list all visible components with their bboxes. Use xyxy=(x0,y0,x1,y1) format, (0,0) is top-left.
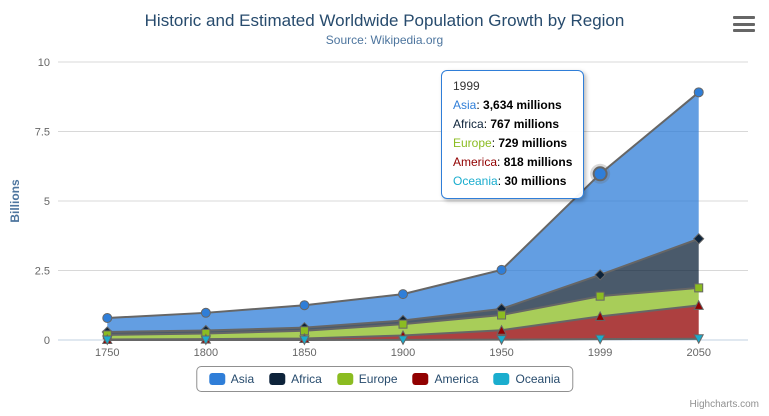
marker-oceania-1850[interactable] xyxy=(299,335,310,346)
marker-europe-2050[interactable] xyxy=(694,283,704,293)
legend-item-america[interactable]: America xyxy=(412,372,479,386)
marker-asia-1850[interactable] xyxy=(299,300,310,311)
tooltip-series-value: 729 millions xyxy=(498,136,568,150)
y-axis-tick-label: 2.5 xyxy=(35,266,50,278)
legend-item-label: Asia xyxy=(230,372,255,386)
marker-america-1999[interactable] xyxy=(594,310,606,321)
marker-asia-1950[interactable] xyxy=(496,264,507,275)
legend-item-label: Oceania xyxy=(515,372,561,386)
tooltip-series-value: 3,634 millions xyxy=(483,98,562,112)
marker-asia-1750[interactable] xyxy=(102,313,113,324)
area-america[interactable] xyxy=(107,305,699,340)
legend-swatch-africa xyxy=(269,373,286,385)
x-axis-tick-label: 1999 xyxy=(588,347,612,359)
marker-oceania-1900[interactable] xyxy=(397,335,409,346)
tooltip-series-value: 30 millions xyxy=(504,174,567,188)
chart-title: Historic and Estimated Worldwide Populat… xyxy=(144,11,625,30)
tooltip-row-oceania: Oceania: 30 millions xyxy=(453,174,567,188)
marker-hovered-asia[interactable] xyxy=(592,166,608,182)
tooltip-series-name: Oceania xyxy=(453,174,498,188)
legend-item-label: Africa xyxy=(291,372,322,386)
x-axis-tick-label: 1900 xyxy=(391,347,415,359)
legend-swatch-europe xyxy=(336,373,353,385)
tooltip-row-asia: Asia: 3,634 millions xyxy=(453,98,562,112)
marker-oceania-1800[interactable] xyxy=(200,335,212,346)
y-axis-title: Billions xyxy=(8,179,22,223)
marker-asia-1900[interactable] xyxy=(398,289,408,300)
x-axis-tick-label: 1800 xyxy=(194,347,218,359)
y-axis-tick-label: 0 xyxy=(44,335,50,347)
tooltip-rows: Asia: 3,634 millions Africa: 767 millions… xyxy=(453,96,572,191)
area-africa[interactable] xyxy=(107,238,699,335)
tooltip-series-name: Europe xyxy=(453,136,492,150)
marker-africa-1999[interactable] xyxy=(594,269,606,281)
credits-link[interactable]: Highcharts.com xyxy=(689,399,759,410)
legend-swatch-oceania xyxy=(493,373,510,385)
marker-oceania-1750[interactable] xyxy=(101,335,113,346)
legend-item-label: Europe xyxy=(358,372,398,386)
legend-swatch-asia xyxy=(208,373,225,385)
x-axis-tick-label: 1750 xyxy=(95,347,119,359)
tooltip-series-name: Africa xyxy=(453,117,484,131)
legend-swatch-america xyxy=(412,373,429,385)
legend-item-label: America xyxy=(434,372,479,386)
area-asia[interactable] xyxy=(107,92,699,332)
legend-item-asia[interactable]: Asia xyxy=(208,372,255,386)
tooltip-row-europe: Europe: 729 millions xyxy=(453,136,568,150)
tooltip: 1999 Asia: 3,634 millions Africa: 767 mil… xyxy=(441,70,585,199)
legend-item-oceania[interactable]: Oceania xyxy=(493,372,561,386)
tooltip-series-name: Asia xyxy=(453,98,477,112)
marker-asia-1800[interactable] xyxy=(200,307,211,318)
x-axis-tick-label: 2050 xyxy=(686,347,710,359)
tooltip-header: 1999 xyxy=(453,79,480,93)
legend: Asia Africa Europe America Oceania xyxy=(195,366,574,392)
tooltip-series-name: America xyxy=(453,155,498,169)
x-axis-tick-label: 1950 xyxy=(489,347,513,359)
marker-asia-2050[interactable] xyxy=(693,87,704,98)
marker-europe-1999[interactable] xyxy=(595,291,605,301)
export-menu-button[interactable] xyxy=(733,16,755,32)
legend-item-europe[interactable]: Europe xyxy=(336,372,398,386)
marker-america-1950[interactable] xyxy=(496,324,507,335)
marker-america-2050[interactable] xyxy=(693,299,705,310)
marker-oceania-1999[interactable] xyxy=(594,334,606,345)
marker-africa-2050[interactable] xyxy=(693,233,705,245)
chart-subtitle: Source: Wikipedia.org xyxy=(325,33,444,47)
tooltip-series-value: 767 millions xyxy=(490,117,560,131)
marker-europe-1900[interactable] xyxy=(398,319,408,329)
y-axis-tick-label: 7.5 xyxy=(35,127,50,139)
marker-europe-1950[interactable] xyxy=(497,310,507,320)
marker-oceania-1950[interactable] xyxy=(496,335,507,346)
tooltip-series-value: 818 millions xyxy=(503,155,573,169)
legend-item-africa[interactable]: Africa xyxy=(269,372,322,386)
tooltip-row-america: America: 818 millions xyxy=(453,155,573,169)
y-axis-tick-label: 10 xyxy=(38,57,50,69)
marker-oceania-2050[interactable] xyxy=(693,334,705,345)
tooltip-row-africa: Africa: 767 millions xyxy=(453,117,560,131)
hamburger-icon xyxy=(733,16,755,32)
x-axis-tick-label: 1850 xyxy=(292,347,316,359)
y-axis-tick-label: 5 xyxy=(44,196,50,208)
